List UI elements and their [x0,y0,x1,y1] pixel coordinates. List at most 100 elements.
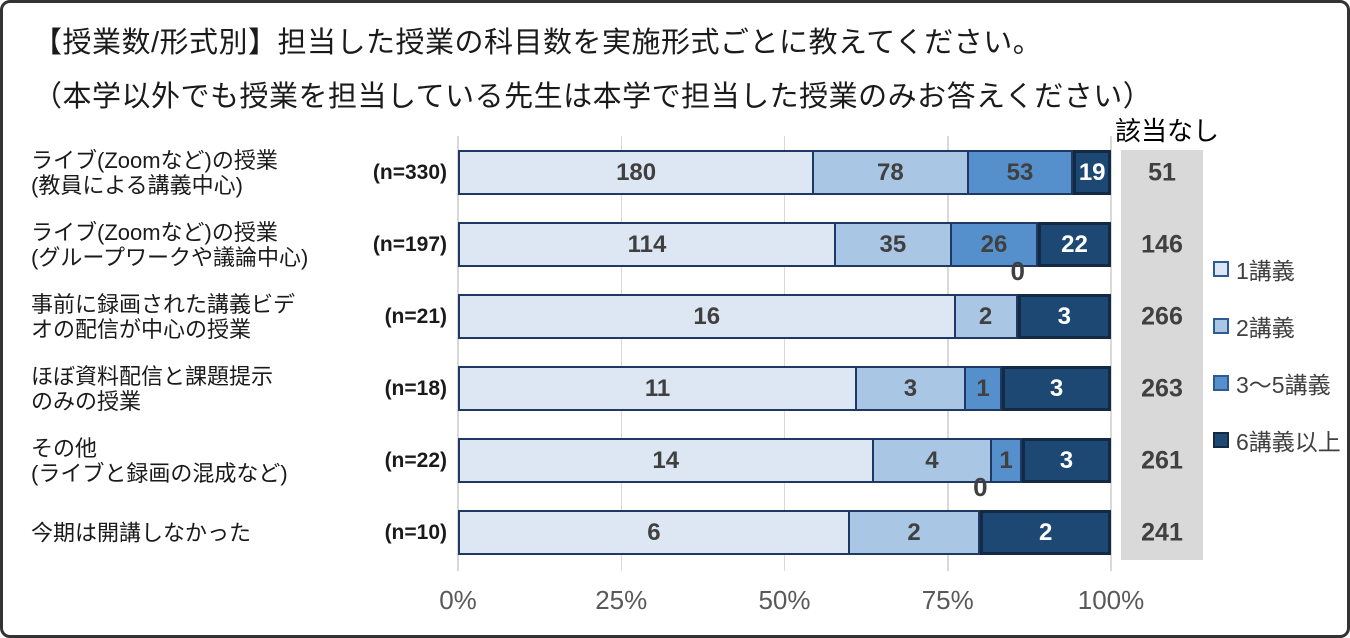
bar-segment: 2 [980,510,1111,555]
segment-value-label: 53 [1006,158,1034,186]
sample-size-label: (n=18) [384,376,447,400]
segment-value-label: 3 [1059,446,1074,474]
stacked-bar: 6 2 2 [458,510,1111,555]
stacked-bar: 14 4 1 3 [458,438,1111,483]
chart-subtitle: （本学以外でも授業を担当している先生は本学で担当した授業のみお答えください） [33,81,1153,113]
category-label-line: オの配信が中心の授業 [31,316,252,342]
x-axis-tick-label: 0% [439,585,477,615]
not-applicable-value: 241 [1141,518,1183,546]
segment-value-label: 3 [903,374,918,402]
bar-segment: 180 [458,150,815,195]
bar-segment: 22 [1038,222,1111,267]
bar-segment: 1 [965,366,1003,411]
legend-item: 2講義 [1213,311,1341,341]
segment-value-label: 78 [876,158,904,186]
segment-value-label: 3 [1057,302,1072,330]
sample-size-label: (n=197) [372,232,447,256]
legend-label: 6講義以上 [1236,428,1341,455]
bar-segment: 19 [1073,150,1111,195]
bar-segment: 3 [1017,294,1111,339]
bar-segment: 3 [1021,438,1111,483]
not-applicable-value: 51 [1148,158,1176,186]
x-axis-tick-label: 75% [921,585,974,615]
not-applicable-value: 263 [1141,374,1183,402]
legend-item: 6講義以上 [1213,425,1341,455]
category-label-line: (教員による講義中心) [31,172,243,198]
segment-value-label: 114 [627,230,667,258]
bar-segment: 2 [955,294,1018,339]
gridline [1110,136,1112,571]
bar-segment: 53 [968,150,1074,195]
stacked-bar: 180 78 53 19 [458,150,1111,195]
category-label-line: (グループワークや議論中心) [31,244,309,270]
segment-value-label: 2 [978,302,993,330]
x-axis-tick-label: 50% [758,585,811,615]
sample-size-label: (n=10) [384,520,447,544]
bar-segment: 2 [849,510,981,555]
legend-swatch [1213,260,1229,277]
segment-value-label: 2 [907,518,921,546]
bar-segment: 16 [458,294,956,339]
sample-size-label: (n=330) [372,160,447,184]
segment-value-label: 16 [693,302,721,330]
legend-swatch [1213,431,1229,448]
category-label-line: 事前に録画された講義ビデ [31,291,296,317]
segment-value-label: 26 [980,230,1008,258]
bar-segment: 3 [857,366,966,411]
gridline [783,136,786,571]
legend-item: 3〜5講義 [1213,368,1341,398]
legend-swatch [1213,374,1229,391]
bar-segment: 14 [458,438,874,483]
category-label-line: のみの授業 [31,388,142,414]
sample-size-label: (n=21) [384,304,447,328]
not-applicable-column-background [1121,150,1203,560]
segment-value-label: 6 [647,518,661,546]
category-label: 事前に録画された講義ビデ オの配信が中心の授業 [31,292,361,342]
legend-item: 1講義 [1213,254,1341,284]
category-label-line: その他 [31,435,98,461]
category-label-line: ほぼ資料配信と課題提示 [31,363,274,389]
segment-value-label: 35 [879,230,907,258]
x-axis-tick-label: 100% [1077,585,1145,615]
segment-value-label: 11 [644,374,671,402]
not-applicable-value: 266 [1141,302,1183,330]
category-label-line: ライブ(Zoomなど)の授業 [31,147,278,173]
segment-value-label: 1 [976,374,990,402]
category-label-line: (ライブと録画の混成など) [31,460,288,486]
bar-segment: 114 [458,222,836,267]
stacked-bar: 114 35 26 22 [458,222,1111,267]
stacked-bar: 16 2 3 [458,294,1111,339]
category-label: ほぼ資料配信と課題提示 のみの授業 [31,364,361,414]
segment-value-label: 19 [1078,158,1106,186]
not-applicable-value: 146 [1141,230,1183,258]
bar-segment: 1 [992,438,1022,483]
category-label: その他 (ライブと録画の混成など) [31,436,361,486]
bar-segment: 4 [873,438,993,483]
segment-value-label: 3 [1049,374,1064,402]
segment-value-label: 1 [999,446,1013,474]
segment-value-label: 22 [1061,230,1088,258]
not-applicable-header: 該当なし [1115,116,1220,146]
legend-swatch [1213,317,1229,334]
bar-segment: 26 [951,222,1039,267]
sample-size-label: (n=22) [384,448,447,472]
bar-segment: 35 [835,222,952,267]
zero-value-label: 0 [1010,256,1025,286]
segment-value-label: 4 [925,446,939,474]
legend-label: 1講義 [1236,257,1295,284]
gridline [947,136,949,571]
chart-title: 【授業数/形式別】担当した授業の科目数を実施形式ごとに教えてください。 [33,27,1043,59]
legend-label: 2講義 [1236,314,1295,341]
bar-segment: 78 [814,150,969,195]
category-label: 今期は開講しなかった [31,520,361,545]
x-axis-tick-label: 25% [595,585,648,615]
legend-label: 3〜5講義 [1236,371,1331,398]
category-label: ライブ(Zoomなど)の授業 (グループワークや議論中心) [31,220,361,270]
gridline [620,136,622,571]
category-label-line: ライブ(Zoomなど)の授業 [31,219,278,245]
bar-segment: 3 [1002,366,1111,411]
gridline [457,136,459,571]
bar-segment: 6 [458,510,850,555]
category-label: ライブ(Zoomなど)の授業 (教員による講義中心) [31,148,361,198]
